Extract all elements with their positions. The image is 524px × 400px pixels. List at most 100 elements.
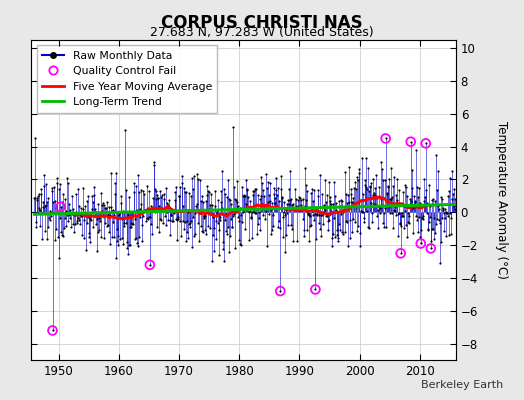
- Point: [127, 224, 136, 230]
- Point: [299, 215, 308, 222]
- Point: [270, 194, 279, 201]
- Point: [282, 207, 290, 213]
- Point: [39, 199, 48, 205]
- Point: [352, 204, 360, 210]
- Point: [417, 240, 425, 247]
- Point: [148, 231, 157, 237]
- Point: [49, 184, 58, 190]
- Point: [310, 217, 319, 223]
- Point: [268, 200, 276, 206]
- Point: [177, 208, 185, 214]
- Point: [125, 194, 133, 200]
- Point: [88, 206, 96, 212]
- Point: [340, 229, 348, 235]
- Point: [188, 174, 196, 181]
- Point: [162, 222, 171, 228]
- Point: [314, 193, 323, 200]
- Point: [433, 187, 441, 193]
- Point: [312, 206, 320, 212]
- Point: [68, 193, 76, 200]
- Point: [284, 222, 292, 229]
- Point: [324, 218, 332, 224]
- Point: [375, 204, 384, 211]
- Point: [150, 162, 159, 168]
- Point: [366, 184, 374, 190]
- Point: [137, 201, 146, 207]
- Point: [107, 204, 115, 210]
- Point: [440, 228, 449, 235]
- Point: [353, 228, 361, 234]
- Text: CORPUS CHRISTI NAS: CORPUS CHRISTI NAS: [161, 14, 363, 32]
- Point: [429, 226, 437, 232]
- Point: [381, 205, 389, 211]
- Point: [254, 192, 263, 198]
- Point: [397, 250, 405, 256]
- Point: [316, 172, 324, 178]
- Point: [101, 220, 109, 226]
- Point: [337, 211, 346, 218]
- Point: [449, 201, 457, 208]
- Point: [182, 189, 191, 195]
- Point: [403, 234, 411, 241]
- Point: [194, 238, 203, 244]
- Point: [176, 184, 184, 191]
- Point: [115, 215, 124, 222]
- Point: [401, 222, 410, 228]
- Point: [211, 236, 220, 242]
- Point: [386, 196, 394, 202]
- Point: [89, 199, 97, 205]
- Point: [395, 187, 403, 193]
- Point: [308, 208, 316, 214]
- Point: [48, 187, 56, 194]
- Point: [396, 219, 405, 226]
- Point: [38, 210, 46, 216]
- Point: [245, 198, 254, 205]
- Point: [317, 211, 325, 218]
- Point: [432, 221, 441, 227]
- Point: [305, 238, 313, 245]
- Point: [290, 206, 299, 212]
- Point: [72, 220, 81, 227]
- Point: [211, 188, 219, 194]
- Point: [112, 254, 120, 261]
- Point: [438, 215, 446, 222]
- Point: [193, 171, 201, 178]
- Point: [97, 190, 105, 196]
- Point: [94, 229, 102, 235]
- Point: [251, 210, 259, 216]
- Point: [387, 210, 396, 216]
- Point: [195, 177, 204, 183]
- Point: [146, 262, 154, 268]
- Point: [279, 214, 288, 220]
- Point: [289, 200, 297, 207]
- Point: [127, 213, 136, 219]
- Point: [253, 206, 261, 213]
- Point: [369, 176, 377, 182]
- Point: [68, 209, 77, 216]
- Point: [151, 188, 160, 195]
- Point: [341, 191, 350, 197]
- Point: [438, 196, 446, 202]
- Point: [256, 196, 264, 202]
- Point: [120, 220, 128, 226]
- Point: [105, 204, 113, 211]
- Point: [416, 234, 424, 240]
- Point: [232, 197, 240, 204]
- Point: [431, 198, 439, 204]
- Point: [208, 202, 216, 208]
- Point: [340, 231, 348, 238]
- Point: [336, 227, 344, 233]
- Point: [292, 203, 300, 209]
- Point: [291, 186, 299, 192]
- Point: [287, 196, 295, 202]
- Point: [303, 227, 312, 233]
- Point: [85, 216, 94, 222]
- Point: [405, 213, 413, 220]
- Point: [143, 183, 151, 189]
- Point: [364, 165, 372, 171]
- Point: [444, 212, 452, 219]
- Point: [138, 238, 147, 244]
- Point: [296, 206, 304, 212]
- Point: [35, 190, 43, 197]
- Point: [219, 246, 227, 252]
